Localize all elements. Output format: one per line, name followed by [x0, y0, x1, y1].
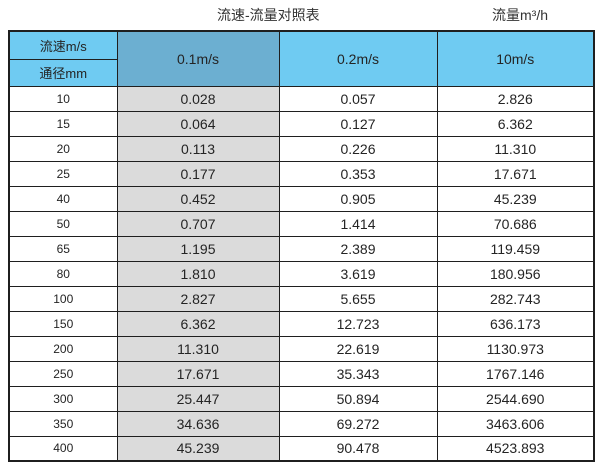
flow-value-cell: 90.478 — [278, 435, 438, 462]
flow-value-cell: 1.810 — [116, 260, 280, 287]
flow-rate-table: 流速m/s 0.1m/s 0.2m/s 10m/s 通径mm 10 0.028 0.… — [8, 30, 595, 462]
flow-value-cell: 0.452 — [116, 185, 280, 212]
diameter-cell: 400 — [8, 435, 118, 462]
diameter-cell: 40 — [8, 185, 118, 212]
flow-value-cell: 0.064 — [116, 110, 280, 137]
header-row-top: 流速m/s 0.1m/s 0.2m/s 10m/s — [8, 30, 595, 87]
diameter-cell: 100 — [8, 285, 118, 312]
flow-value-cell: 0.028 — [116, 85, 280, 112]
table-title: 流速-流量对照表 — [217, 7, 320, 23]
diameter-cell: 50 — [8, 210, 118, 237]
flow-value-cell: 282.743 — [436, 285, 595, 312]
corner-diameter-label: 通径mm — [8, 58, 118, 87]
table-row: 50 0.707 1.414 70.686 — [8, 210, 595, 237]
diameter-cell: 350 — [8, 410, 118, 437]
flow-value-cell: 0.113 — [116, 135, 280, 162]
diameter-cell: 25 — [8, 160, 118, 187]
diameter-cell: 20 — [8, 135, 118, 162]
flow-value-cell: 0.127 — [278, 110, 438, 137]
flow-value-cell: 11.310 — [116, 335, 280, 362]
table-row: 10 0.028 0.057 2.826 — [8, 85, 595, 112]
table-row: 400 45.239 90.478 4523.893 — [8, 435, 595, 462]
flow-value-cell: 70.686 — [436, 210, 595, 237]
flow-value-cell: 5.655 — [278, 285, 438, 312]
flow-value-cell: 6.362 — [116, 310, 280, 337]
flow-value-cell: 0.177 — [116, 160, 280, 187]
flow-value-cell: 3.619 — [278, 260, 438, 287]
table-header: 流速m/s 0.1m/s 0.2m/s 10m/s 通径mm — [8, 30, 595, 87]
flow-value-cell: 1.195 — [116, 235, 280, 262]
diameter-cell: 250 — [8, 360, 118, 387]
table-row: 20 0.113 0.226 11.310 — [8, 135, 595, 162]
flow-value-cell: 45.239 — [436, 185, 595, 212]
flow-value-cell: 12.723 — [278, 310, 438, 337]
table-row: 150 6.362 12.723 636.173 — [8, 310, 595, 337]
header-row-bottom: 通径mm — [8, 58, 594, 87]
flow-value-cell: 17.671 — [436, 160, 595, 187]
table-row: 250 17.671 35.343 1767.146 — [8, 360, 595, 387]
flow-value-cell: 0.905 — [278, 185, 438, 212]
flow-value-cell: 4523.893 — [436, 435, 595, 462]
table-row: 15 0.064 0.127 6.362 — [8, 110, 595, 137]
flow-value-cell: 1.414 — [278, 210, 438, 237]
table-row: 80 1.810 3.619 180.956 — [8, 260, 595, 287]
table-row: 200 11.310 22.619 1130.973 — [8, 335, 595, 362]
speed-column-0-1: 0.1m/s — [116, 30, 280, 87]
flow-value-cell: 69.272 — [278, 410, 438, 437]
flow-value-cell: 50.894 — [278, 385, 438, 412]
table-row: 65 1.195 2.389 119.459 — [8, 235, 595, 262]
flow-value-cell: 1767.146 — [436, 360, 595, 387]
flow-value-cell: 34.636 — [116, 410, 280, 437]
table-row: 40 0.452 0.905 45.239 — [8, 185, 595, 212]
flow-value-cell: 35.343 — [278, 360, 438, 387]
table-row: 25 0.177 0.353 17.671 — [8, 160, 595, 187]
flow-value-cell: 0.057 — [278, 85, 438, 112]
flow-value-cell: 0.353 — [278, 160, 438, 187]
speed-column-10: 10m/s — [436, 30, 595, 87]
corner-speed-label: 流速m/s — [8, 30, 118, 60]
table-row: 100 2.827 5.655 282.743 — [8, 285, 595, 312]
table-row: 300 25.447 50.894 2544.690 — [8, 385, 595, 412]
diameter-cell: 150 — [8, 310, 118, 337]
flow-value-cell: 0.707 — [116, 210, 280, 237]
flow-value-cell: 2.827 — [116, 285, 280, 312]
diameter-cell: 300 — [8, 385, 118, 412]
diameter-cell: 15 — [8, 110, 118, 137]
flow-value-cell: 636.173 — [436, 310, 595, 337]
diameter-cell: 200 — [8, 335, 118, 362]
flow-value-cell: 0.226 — [278, 135, 438, 162]
flow-value-cell: 11.310 — [436, 135, 595, 162]
speed-column-0-2: 0.2m/s — [278, 30, 438, 87]
flow-value-cell: 2.826 — [436, 85, 595, 112]
flow-value-cell: 45.239 — [116, 435, 280, 462]
flow-value-cell: 22.619 — [278, 335, 438, 362]
diameter-cell: 65 — [8, 235, 118, 262]
flow-value-cell: 2544.690 — [436, 385, 595, 412]
flow-value-cell: 180.956 — [436, 260, 595, 287]
flow-value-cell: 3463.606 — [436, 410, 595, 437]
flow-value-cell: 119.459 — [436, 235, 595, 262]
table-row: 350 34.636 69.272 3463.606 — [8, 410, 595, 437]
flow-value-cell: 17.671 — [116, 360, 280, 387]
flow-value-cell: 1130.973 — [436, 335, 595, 362]
flow-value-cell: 2.389 — [278, 235, 438, 262]
table-body: 10 0.028 0.057 2.826 15 0.064 0.127 6.362 20 0.11… — [8, 85, 595, 462]
diameter-cell: 10 — [8, 85, 118, 112]
flow-value-cell: 6.362 — [436, 110, 595, 137]
flow-unit-label: 流量m³/h — [492, 7, 548, 23]
diameter-cell: 80 — [8, 260, 118, 287]
flow-value-cell: 25.447 — [116, 385, 280, 412]
